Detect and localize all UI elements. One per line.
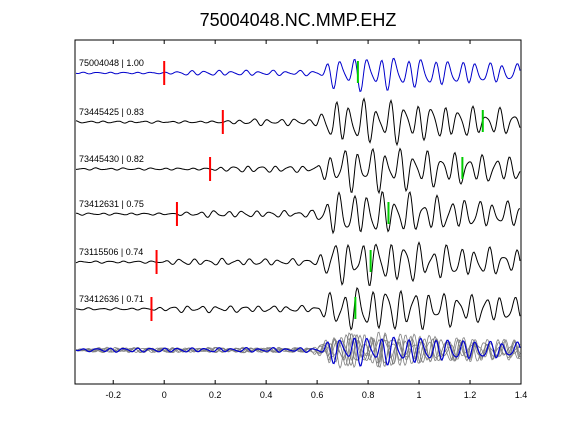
trace-row: 73445430 | 0.82 bbox=[75, 147, 521, 195]
stack-main-trace bbox=[75, 336, 521, 367]
x-tick-label: 0.6 bbox=[311, 390, 324, 400]
waveform-trace bbox=[75, 57, 521, 93]
trace-label: 75004048 | 1.00 bbox=[79, 58, 144, 68]
x-tick-label: 0 bbox=[162, 390, 167, 400]
x-tick-label: -0.2 bbox=[105, 390, 121, 400]
x-tick-label: 1.2 bbox=[464, 390, 477, 400]
x-tick-label: 1.4 bbox=[515, 390, 528, 400]
axes-frame bbox=[74, 39, 522, 385]
trace-label: 73412636 | 0.71 bbox=[79, 294, 144, 304]
trace-row: 73115506 | 0.74 bbox=[75, 241, 521, 286]
x-axis: -0.2 0 0.2 0.4 0.6 0.8 1 1.2 1.4 bbox=[105, 40, 527, 400]
waveform-trace bbox=[75, 241, 521, 286]
trace-row: 73445425 | 0.83 bbox=[75, 97, 521, 147]
x-tick-label: 0.8 bbox=[362, 390, 375, 400]
x-tick-label: 0.2 bbox=[209, 390, 222, 400]
trace-label: 73445430 | 0.82 bbox=[79, 154, 144, 164]
waveform-trace bbox=[75, 191, 521, 235]
trace-label: 73115506 | 0.74 bbox=[79, 247, 143, 257]
x-tick-label: 1 bbox=[417, 390, 422, 400]
waveform-trace bbox=[75, 97, 521, 147]
stack-group bbox=[75, 331, 521, 369]
trace-label: 73445425 | 0.83 bbox=[79, 107, 144, 117]
waveform-trace bbox=[75, 147, 521, 195]
trace-label: 73412631 | 0.75 bbox=[79, 199, 144, 209]
trace-row: 73412631 | 0.75 bbox=[75, 191, 521, 235]
waveform-trace bbox=[75, 286, 521, 331]
trace-row: 73412636 | 0.71 bbox=[75, 286, 521, 331]
x-tick-label: 0.4 bbox=[260, 390, 273, 400]
trace-group: 75004048 | 1.00 73445425 | 0.83 73445430 |… bbox=[75, 57, 521, 331]
trace-row: 75004048 | 1.00 bbox=[75, 57, 521, 93]
chart-title: 75004048.NC.MMP.EHZ bbox=[200, 10, 397, 30]
